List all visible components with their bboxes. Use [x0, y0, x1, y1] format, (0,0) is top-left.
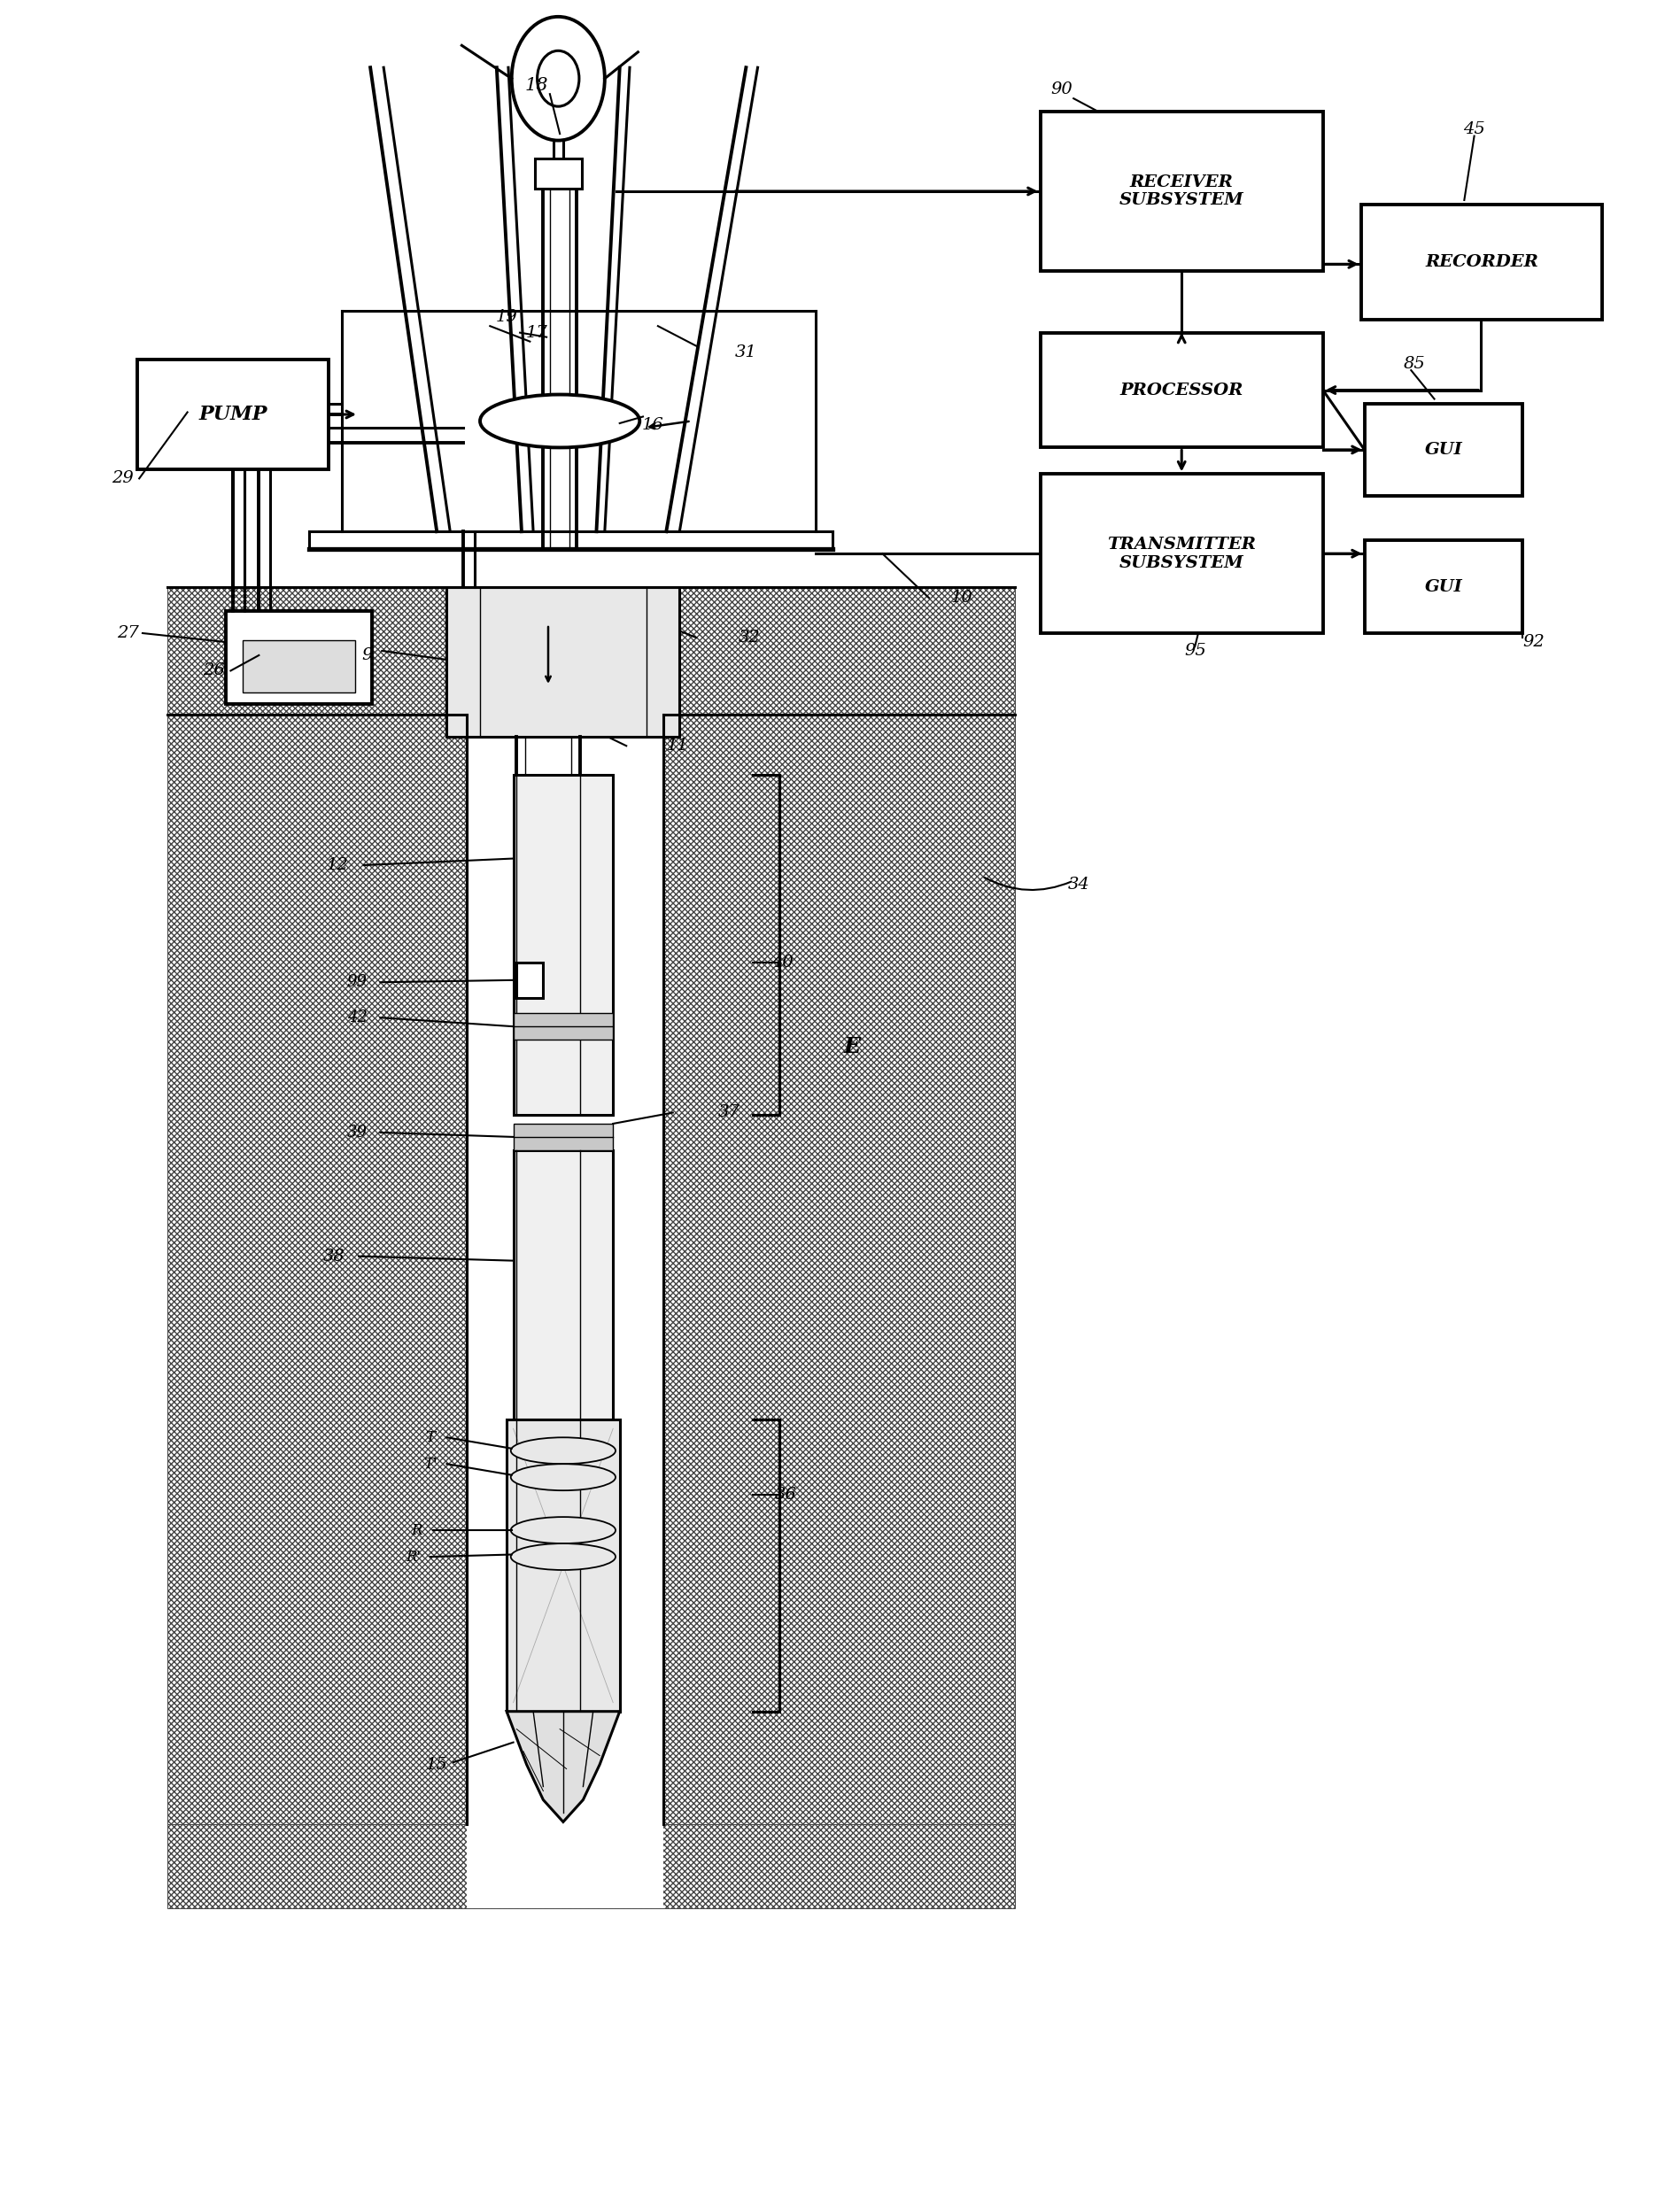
- Text: RECEIVER
SUBSYSTEM: RECEIVER SUBSYSTEM: [1119, 175, 1244, 208]
- Text: RECORDER: RECORDER: [1425, 254, 1538, 270]
- Bar: [138, 358, 328, 469]
- Text: T: T: [425, 1429, 435, 1444]
- Text: 32: 32: [738, 630, 761, 646]
- Text: 37: 37: [719, 1104, 741, 1121]
- Text: 17: 17: [526, 325, 548, 341]
- Text: GUI: GUI: [1425, 442, 1462, 458]
- Ellipse shape: [480, 394, 639, 447]
- Text: 19: 19: [496, 310, 518, 325]
- Text: 16: 16: [643, 418, 664, 434]
- Bar: [1041, 332, 1324, 447]
- Text: PUMP: PUMP: [198, 405, 268, 425]
- Text: 9: 9: [361, 648, 373, 664]
- Text: 29: 29: [112, 471, 133, 487]
- Bar: [168, 586, 466, 714]
- Bar: [1041, 473, 1324, 633]
- Bar: [1365, 403, 1522, 495]
- Bar: [1362, 204, 1602, 319]
- Text: PROCESSOR: PROCESSOR: [1121, 383, 1244, 398]
- Text: R: R: [411, 1522, 423, 1537]
- Text: 26: 26: [203, 664, 225, 679]
- Bar: [516, 962, 543, 998]
- Circle shape: [538, 51, 579, 106]
- Bar: [1365, 540, 1522, 633]
- Ellipse shape: [511, 1464, 616, 1491]
- Text: 31: 31: [734, 345, 758, 361]
- Polygon shape: [506, 1712, 619, 1823]
- Text: 42: 42: [346, 1009, 368, 1026]
- Text: 27: 27: [117, 626, 138, 641]
- Bar: [663, 586, 1016, 714]
- Bar: [226, 611, 371, 703]
- Text: 95: 95: [1184, 644, 1205, 659]
- Bar: [534, 157, 581, 188]
- Text: 39: 39: [346, 1124, 368, 1141]
- Bar: [513, 1013, 613, 1040]
- Bar: [513, 774, 613, 1115]
- Text: 12: 12: [326, 858, 348, 874]
- Circle shape: [511, 18, 604, 139]
- Ellipse shape: [511, 1544, 616, 1571]
- Text: E: E: [844, 1035, 861, 1057]
- Text: 38: 38: [323, 1248, 345, 1265]
- Text: 18: 18: [524, 77, 548, 93]
- Bar: [446, 586, 679, 737]
- Text: GUI: GUI: [1425, 580, 1462, 595]
- Text: 10: 10: [951, 591, 972, 606]
- Bar: [243, 639, 355, 692]
- Ellipse shape: [511, 1517, 616, 1544]
- Text: TRANSMITTER
SUBSYSTEM: TRANSMITTER SUBSYSTEM: [1107, 538, 1255, 571]
- Text: 99: 99: [346, 973, 368, 991]
- Text: 92: 92: [1523, 635, 1545, 650]
- Text: T': T': [423, 1455, 438, 1471]
- Text: 36: 36: [774, 1486, 798, 1502]
- Bar: [466, 1825, 663, 1909]
- Bar: [513, 1124, 613, 1150]
- Bar: [663, 714, 1016, 1825]
- Text: 34: 34: [1067, 878, 1089, 894]
- Bar: [513, 1150, 613, 1420]
- Ellipse shape: [511, 1438, 616, 1464]
- Bar: [168, 714, 466, 1825]
- Text: R': R': [406, 1548, 421, 1564]
- Text: 90: 90: [1051, 82, 1072, 97]
- Text: 11: 11: [668, 739, 689, 754]
- Bar: [1041, 113, 1324, 270]
- Text: 85: 85: [1404, 356, 1425, 372]
- Text: 40: 40: [771, 953, 794, 971]
- Bar: [506, 1420, 619, 1712]
- Text: 15: 15: [426, 1756, 448, 1772]
- Bar: [168, 1825, 1016, 1909]
- Text: 45: 45: [1464, 122, 1485, 137]
